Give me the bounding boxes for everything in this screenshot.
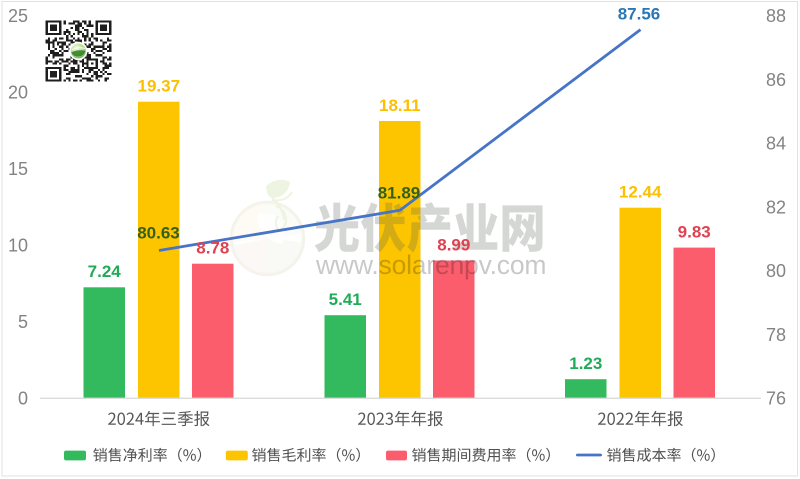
svg-text:5: 5 bbox=[18, 312, 28, 332]
svg-text:86: 86 bbox=[766, 70, 786, 90]
svg-text:18.11: 18.11 bbox=[379, 96, 421, 115]
svg-text:10: 10 bbox=[8, 236, 28, 256]
svg-text:12.44: 12.44 bbox=[619, 183, 662, 202]
svg-text:15: 15 bbox=[8, 159, 28, 179]
svg-text:25: 25 bbox=[8, 6, 28, 26]
svg-text:9.83: 9.83 bbox=[678, 223, 711, 242]
svg-text:82: 82 bbox=[766, 197, 786, 217]
svg-text:19.37: 19.37 bbox=[138, 77, 181, 96]
svg-text:76: 76 bbox=[766, 389, 786, 409]
svg-text:80.63: 80.63 bbox=[137, 223, 180, 242]
svg-text:81.89: 81.89 bbox=[378, 184, 421, 203]
svg-text:88: 88 bbox=[766, 6, 786, 26]
svg-text:87.56: 87.56 bbox=[618, 5, 661, 24]
svg-text:78: 78 bbox=[766, 325, 786, 345]
svg-text:1.23: 1.23 bbox=[569, 354, 602, 373]
svg-text:5.41: 5.41 bbox=[329, 290, 362, 309]
svg-text:80: 80 bbox=[766, 261, 786, 281]
svg-text:84: 84 bbox=[766, 134, 786, 154]
svg-text:0: 0 bbox=[18, 389, 28, 409]
svg-text:8.99: 8.99 bbox=[437, 235, 470, 254]
svg-text:8.78: 8.78 bbox=[196, 239, 229, 258]
svg-text:www.solarenpv.com: www.solarenpv.com bbox=[315, 250, 546, 280]
svg-text:7.24: 7.24 bbox=[88, 262, 122, 281]
svg-text:20: 20 bbox=[8, 83, 28, 103]
